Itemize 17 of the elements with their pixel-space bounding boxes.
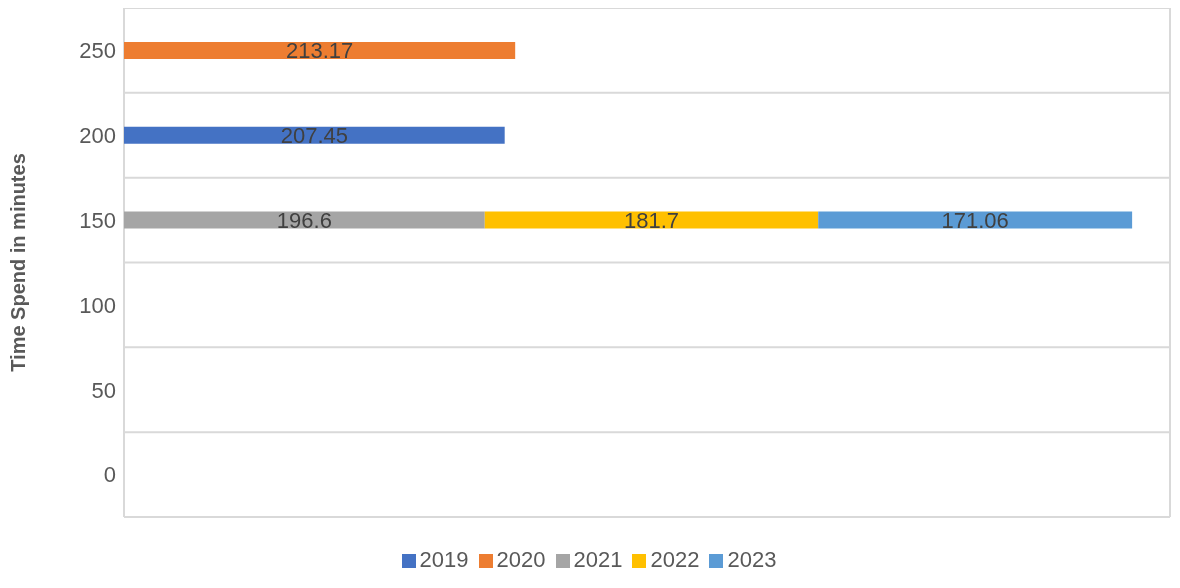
y-axis-title: Time Spend in minutes [7, 153, 30, 372]
legend-label: 2020 [496, 547, 546, 572]
data-label: 213.17 [285, 38, 354, 64]
y-tick-label: 50 [91, 377, 116, 403]
legend-label: 2022 [650, 547, 700, 572]
y-tick-label: 250 [79, 38, 116, 64]
data-label: 207.45 [280, 123, 348, 149]
legend-label: 2023 [727, 547, 777, 572]
data-label: 181.7 [623, 207, 680, 233]
y-tick-label: 150 [79, 207, 116, 233]
legend-label: 2021 [573, 547, 623, 572]
y-tick-label: 0 [103, 462, 116, 488]
legend-label: 2019 [419, 547, 469, 572]
y-tick-label: 200 [79, 123, 116, 149]
data-label: 171.06 [941, 207, 1009, 233]
y-tick-label: 100 [79, 292, 116, 318]
data-label: 196.6 [276, 207, 332, 233]
